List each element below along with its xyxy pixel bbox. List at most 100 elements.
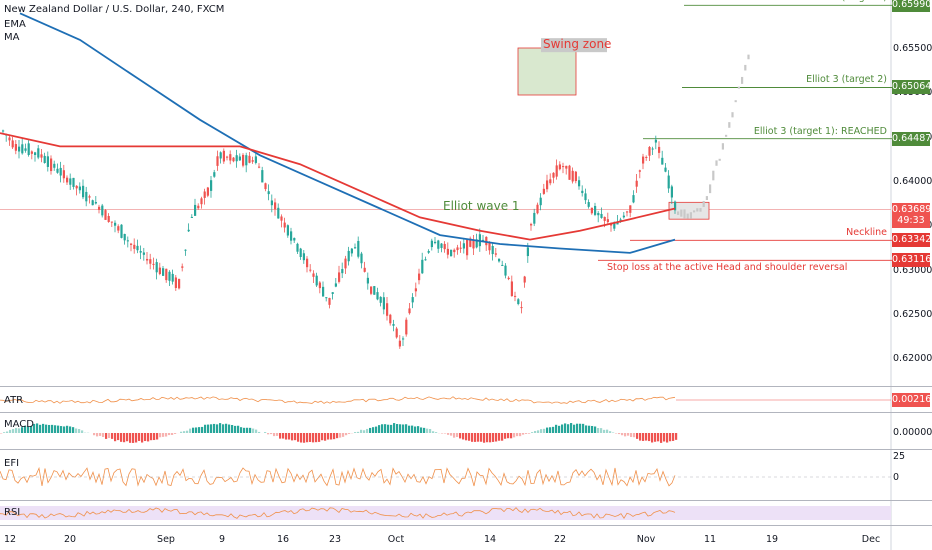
macd-bar (252, 428, 255, 433)
projection-candle (693, 210, 696, 213)
macd-bar (624, 433, 627, 437)
candle-body (56, 168, 59, 173)
x-tick-label: 11 (703, 534, 717, 545)
candle-body (270, 200, 273, 206)
candle-body (475, 239, 478, 248)
candle-body (526, 247, 529, 257)
y-tick-label: 0.62500 (893, 309, 932, 320)
candle-body (552, 172, 555, 178)
candle-body (331, 292, 334, 294)
macd-bar (561, 424, 564, 433)
candle-body (82, 185, 85, 198)
candle-body (242, 154, 245, 166)
macd-bar (201, 426, 204, 433)
level-annotation: Elliot 3 (target 2) (806, 74, 887, 86)
macd-bar (150, 433, 153, 441)
x-tick-label: Dec (861, 534, 881, 545)
projection-candle (686, 213, 689, 219)
macd-value: 0.00000 (893, 427, 932, 438)
candle-body (542, 188, 545, 194)
x-tick-label: Nov (636, 534, 656, 545)
macd-bar (609, 431, 612, 433)
macd-bar (120, 433, 123, 442)
price-label: 0.65064 (892, 80, 932, 95)
candle-body (158, 267, 161, 275)
candle-body (507, 277, 510, 280)
macd-bar (291, 433, 294, 441)
macd-bar (3, 432, 6, 433)
candle-body (254, 156, 257, 163)
macd-bar (216, 424, 219, 433)
candle-body (632, 195, 635, 203)
efi-tick-0: 0 (893, 472, 900, 483)
candle-body (402, 338, 405, 340)
candle-body (430, 240, 433, 248)
candle-body (622, 215, 625, 218)
candle-body (341, 269, 344, 274)
macd-bar (372, 427, 375, 433)
macd-bar (543, 428, 546, 433)
macd-bar (114, 433, 117, 442)
macd-bar (243, 427, 246, 433)
macd-bar (354, 432, 357, 433)
x-tick-label: 19 (765, 534, 779, 545)
macd-bar (552, 426, 555, 433)
candle-body (78, 186, 81, 191)
macd-bar (555, 424, 558, 433)
macd-bar (570, 423, 573, 433)
y-tick-label: 0.65500 (893, 42, 932, 54)
candle-body (661, 157, 664, 165)
candle-body (418, 273, 421, 281)
macd-bar (12, 429, 15, 433)
candle-body (306, 258, 309, 268)
macd-bar (231, 425, 234, 433)
macd-bar (126, 433, 129, 442)
macd-bar (414, 426, 417, 433)
macd-bar (654, 433, 657, 442)
candle-body (453, 249, 456, 253)
macd-bar (363, 430, 366, 433)
macd-bar (651, 433, 654, 443)
candle-body (510, 281, 513, 297)
macd-bar (339, 433, 342, 438)
macd-bar (303, 433, 306, 443)
x-tick-label: 12 (3, 534, 17, 545)
macd-bar (108, 433, 111, 438)
candle-body (162, 268, 165, 276)
macd-bar (258, 431, 261, 433)
macd-bar (288, 433, 291, 440)
candle-body (530, 224, 533, 226)
candle-body (600, 213, 603, 218)
macd-bar (105, 433, 108, 439)
macd-bar (189, 428, 192, 433)
macd-bar (318, 433, 321, 442)
macd-bar (333, 433, 336, 440)
projection-candle (712, 170, 715, 181)
macd-bar (582, 423, 585, 433)
macd-bar (111, 433, 114, 439)
candle-body (325, 297, 328, 299)
macd-bar (357, 431, 360, 433)
macd-bar (234, 425, 237, 433)
projection-candle (702, 200, 705, 207)
x-tick-label: Oct (387, 534, 405, 545)
projection-candle (741, 76, 744, 84)
candle-body (366, 277, 369, 284)
candle-body (194, 204, 197, 216)
macd-bar (567, 424, 570, 433)
macd-bar (579, 423, 582, 433)
macd-bar (141, 433, 144, 443)
macd-bar (510, 433, 513, 439)
macd-bar (15, 428, 18, 433)
candle-body (277, 207, 280, 219)
macd-bar (72, 427, 75, 433)
macd-bar (6, 431, 9, 433)
x-tick-label: 9 (218, 534, 226, 545)
swing-zone-label-bg (541, 38, 607, 53)
macd-bar (375, 426, 378, 433)
candle-body (376, 292, 379, 300)
projection-candle (744, 64, 747, 71)
candle-body (350, 248, 353, 254)
atr-line (0, 396, 676, 404)
